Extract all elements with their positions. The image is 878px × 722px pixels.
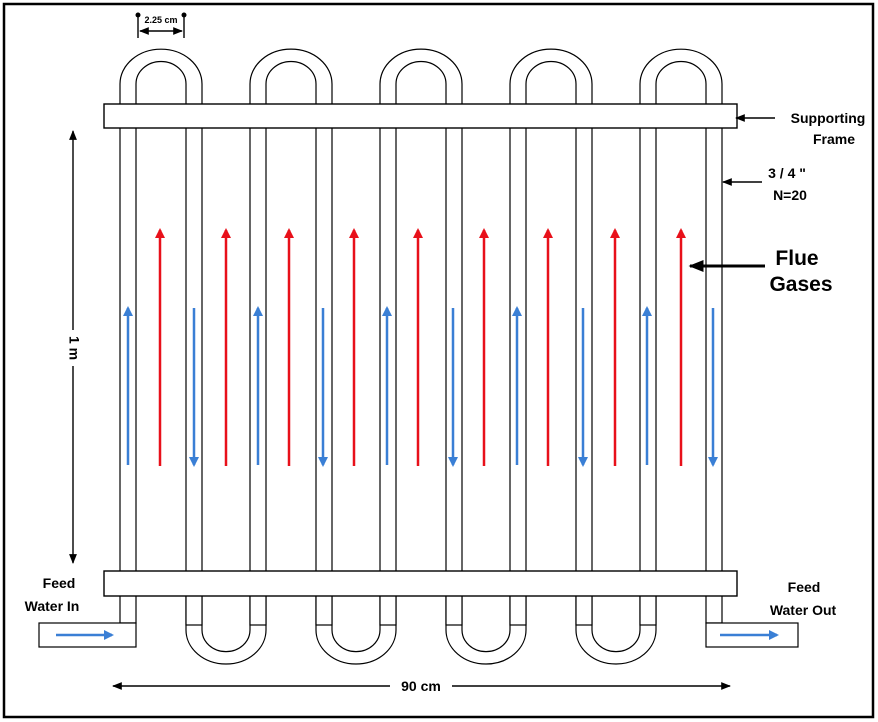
feed-out-callout: Feed Water Out: [770, 579, 837, 618]
height-label-bg: [62, 330, 84, 366]
flow-arrows: [123, 228, 718, 467]
width-label: 90 cm: [401, 678, 441, 694]
feed-in-callout: Feed Water In: [25, 575, 80, 614]
pitch-dot-left: [135, 12, 141, 18]
flue-gases-callout: Flue Gases: [688, 247, 833, 296]
tube-bank: [119, 125, 723, 626]
pitch-dot-right: [181, 12, 187, 18]
supporting-frames: [103, 103, 738, 597]
width-dimension: 90 cm: [112, 677, 731, 695]
feed-in-label-line1: Feed: [43, 575, 76, 591]
feed-in-label-line2: Water In: [25, 598, 80, 614]
flue-gases-label-line1: Flue: [775, 247, 818, 270]
feed-out-label-line1: Feed: [788, 579, 821, 595]
bottom-u-bend: [315, 596, 397, 665]
bottom-u-bend: [575, 596, 657, 665]
top-u-bend: [249, 48, 333, 104]
flue-gases-label-line2: Gases: [769, 273, 832, 296]
bottom-u-bend: [445, 596, 527, 665]
supporting-frame-callout: Supporting Frame: [735, 110, 866, 147]
top-u-bend: [509, 48, 593, 104]
tube-spec-label-line1: 3 / 4 ": [768, 165, 806, 181]
feed-ports: [38, 622, 799, 648]
bottom-u-bend: [185, 596, 267, 665]
top-u-bend: [119, 48, 203, 104]
u-bends: [119, 48, 723, 665]
bottom-supporting-frame: [103, 570, 738, 597]
top-u-bend: [639, 48, 723, 104]
width-label-bg: [390, 677, 452, 695]
tube-pitch-label: 2.25 cm: [144, 15, 177, 25]
tube-spec-label-line2: N=20: [773, 187, 807, 203]
top-u-bend: [379, 48, 463, 104]
supporting-frame-label-line2: Frame: [813, 131, 855, 147]
height-label: 1 m: [66, 336, 82, 360]
tube-spec-callout: 3 / 4 " N=20: [722, 165, 807, 203]
height-dimension: 1 m: [62, 130, 84, 564]
feed-out-label-line2: Water Out: [770, 602, 837, 618]
supporting-frame-label-line1: Supporting: [791, 110, 866, 126]
top-supporting-frame: [103, 103, 738, 129]
tube-pitch-dimension: 2.25 cm: [135, 12, 187, 38]
